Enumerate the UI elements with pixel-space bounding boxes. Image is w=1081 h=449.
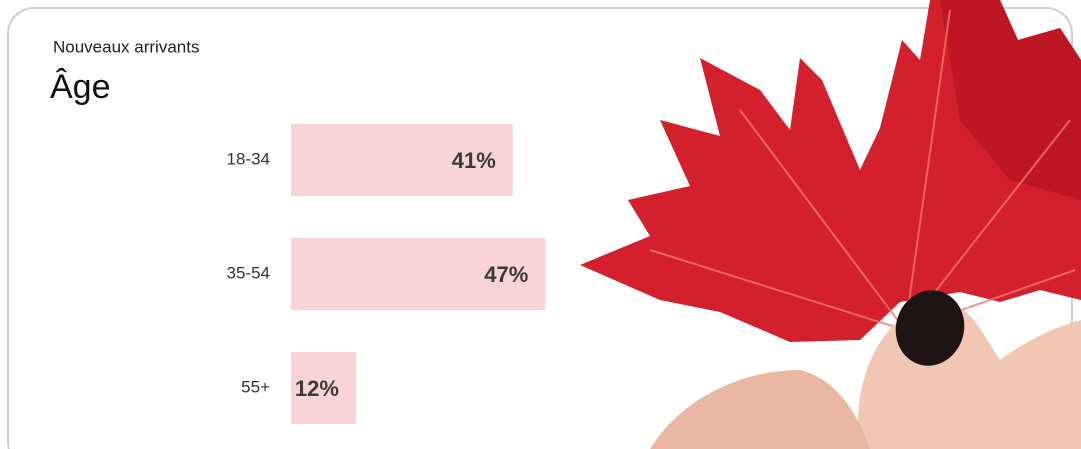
category-label: 55+ (241, 377, 270, 396)
value-label: 47% (484, 262, 528, 287)
category-label: 18-34 (227, 149, 270, 168)
value-label: 12% (295, 376, 339, 401)
chart-subtitle: Nouveaux arrivants (53, 37, 199, 56)
bar (291, 238, 546, 310)
bar (291, 124, 513, 196)
value-label: 41% (452, 148, 496, 173)
bar (291, 352, 356, 424)
category-label: 35-54 (227, 263, 270, 282)
chart-title: Âge (50, 68, 111, 106)
maple-leaf-photo (580, 0, 1081, 449)
